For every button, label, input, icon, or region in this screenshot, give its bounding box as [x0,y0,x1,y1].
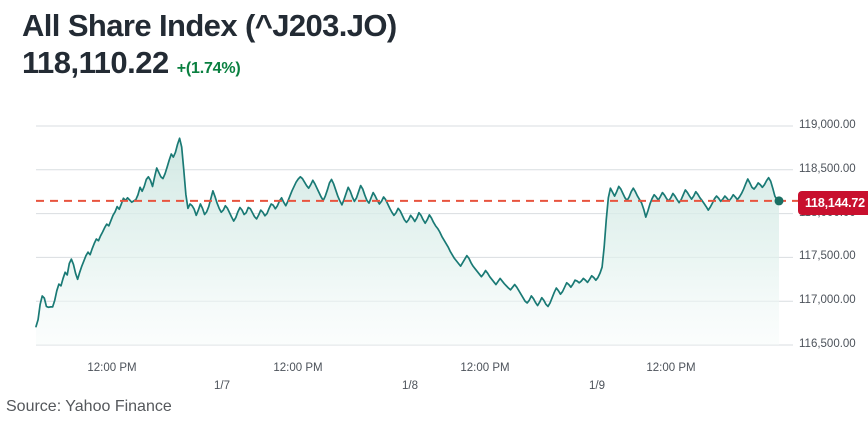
last-price-marker [774,196,784,206]
x-axis-time-label: 12:00 PM [87,362,137,374]
current-price-badge: 118,144.72 [798,191,868,215]
x-axis-time-label: 12:00 PM [273,362,323,374]
y-axis-tick-label: 117,500.00 [799,250,856,263]
x-axis-time-label: 12:00 PM [646,362,696,374]
chart-header: All Share Index (^J203.JO) 118,110.22 +(… [22,6,742,88]
area-fill [36,138,779,345]
source-attribution: Source: Yahoo Finance [6,398,172,415]
price-row: 118,110.22 +(1.74%) [22,44,742,88]
price-change-percent: +(1.74%) [176,60,241,77]
price-area-chart[interactable] [0,104,868,364]
price-line [35,137,780,328]
x-axis-date-label: 1/8 [402,380,418,392]
y-axis-tick-label: 119,000.00 [799,119,856,131]
x-axis-time-label: 12:00 PM [460,362,510,374]
current-price: 118,110.22 [22,45,169,80]
x-axis-date-label: 1/9 [589,380,605,392]
x-axis-labels: 12:00 PM 12:00 PM 12:00 PM 12:00 PM 1/7 1/8 1/… [0,360,868,398]
x-axis-date-label: 1/7 [214,380,230,392]
page-title: All Share Index (^J203.JO) [22,8,397,43]
y-axis-tick-label: 116,500.00 [799,338,856,350]
chart-plot [35,137,780,345]
y-axis-tick-label: 117,000.00 [799,294,856,307]
chart-area: 119,000.00118,500.00118,000.00117,500.00… [0,104,868,364]
y-axis-tick-label: 118,500.00 [799,162,856,175]
